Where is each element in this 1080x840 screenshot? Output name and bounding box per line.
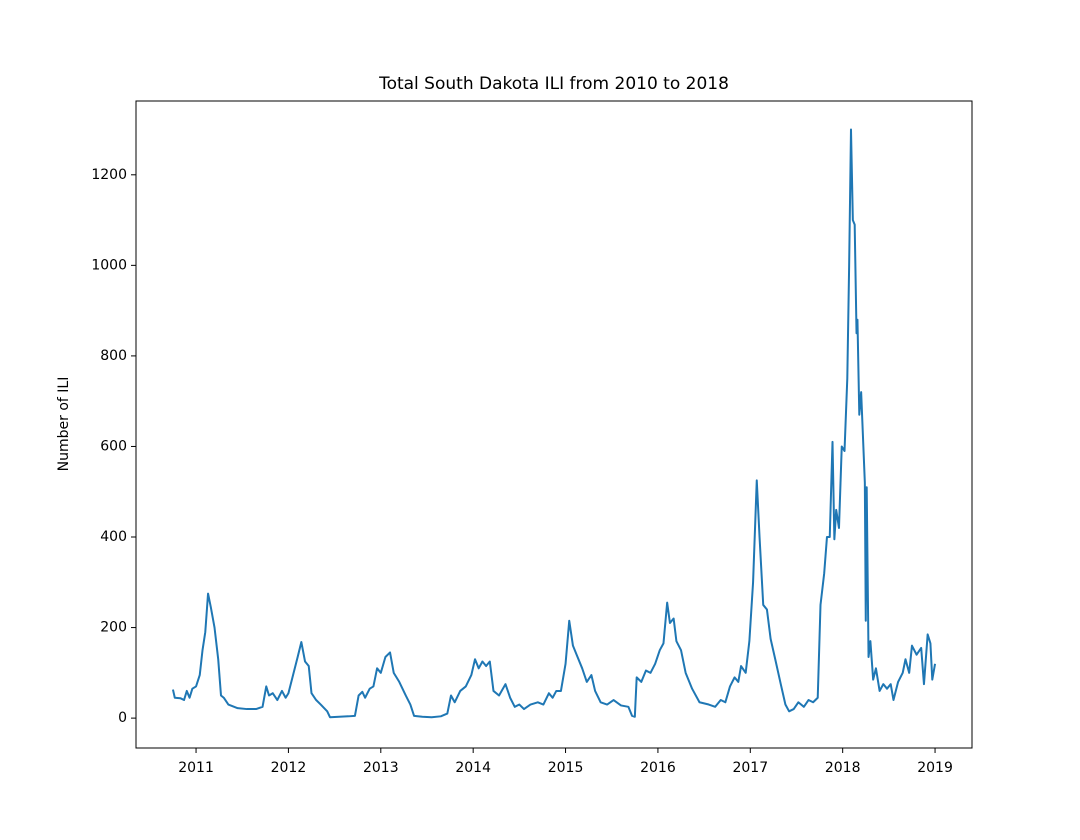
chart-title: Total South Dakota ILI from 2010 to 2018	[378, 74, 729, 94]
x-tick-label: 2013	[363, 760, 399, 776]
x-tick-label: 2017	[732, 760, 768, 776]
y-tick-label: 600	[100, 438, 127, 454]
y-axis-label: Number of ILI	[56, 377, 72, 472]
y-tick-label: 1200	[91, 167, 127, 183]
data-line	[171, 128, 937, 719]
x-tick-label: 2012	[271, 760, 307, 776]
x-tick-label: 2018	[825, 760, 861, 776]
y-tick-label: 200	[100, 620, 127, 636]
y-tick-label: 0	[118, 710, 127, 726]
y-tick-label: 800	[100, 348, 127, 364]
x-tick-label: 2014	[455, 760, 491, 776]
x-tick-label: 2011	[178, 760, 214, 776]
y-tick-label: 400	[100, 529, 127, 545]
plot-frame	[135, 100, 973, 749]
x-tick-label: 2019	[917, 760, 953, 776]
y-tick-label: 1000	[91, 257, 127, 273]
x-tick-label: 2015	[548, 760, 584, 776]
x-tick-label: 2016	[640, 760, 676, 776]
